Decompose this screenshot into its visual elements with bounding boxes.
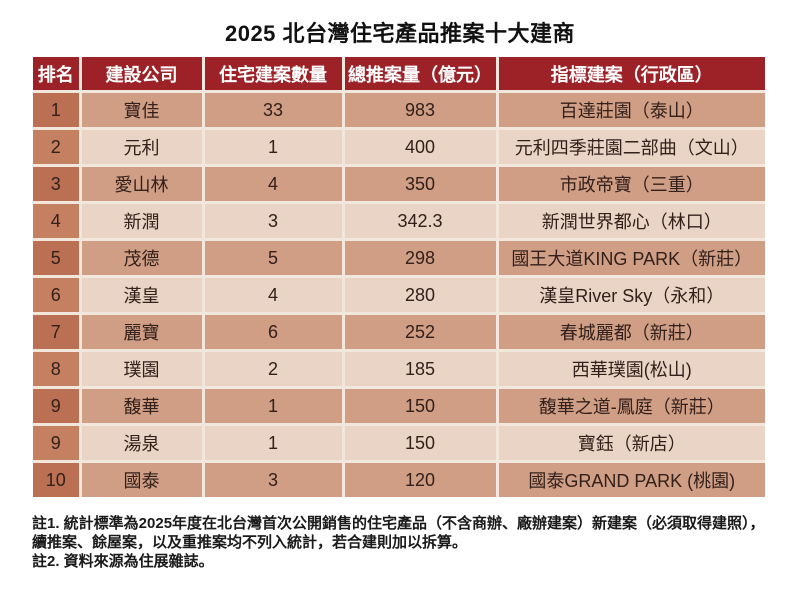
ranking-table: 排名 建設公司 住宅建案數量 總推案量（億元） 指標建案（行政區） 1 寶佳 33 983 百達… — [33, 57, 765, 497]
footnotes: 註1. 統計標準為2025年度在北台灣首次公開銷售的住宅產品（不含商辦、廠辦建案… — [32, 514, 765, 571]
table-row: 9 馥華 1 150 馥華之道-鳳庭（新莊） — [33, 387, 765, 426]
project-count-cell: 1 — [203, 128, 345, 167]
total-amount-cell: 120 — [343, 461, 499, 497]
company-cell: 麗寶 — [80, 313, 205, 352]
total-amount-cell: 400 — [343, 128, 499, 167]
flagship-project-cell: 春城麗都（新莊） — [497, 313, 765, 352]
header-row: 排名 建設公司 住宅建案數量 總推案量（億元） 指標建案（行政區） — [33, 57, 765, 93]
footnote-line: 註2. 資料來源為住展雜誌。 — [32, 553, 214, 570]
table-row: 6 漢皇 4 280 漢皇River Sky（永和） — [33, 276, 765, 315]
company-cell: 新潤 — [80, 202, 205, 241]
table-row: 4 新潤 3 342.3 新潤世界都心（林口） — [33, 202, 765, 241]
flagship-project-cell: 元利四季莊園二部曲（文山） — [497, 128, 765, 167]
project-count-cell: 2 — [203, 350, 345, 389]
company-cell: 國泰 — [80, 461, 205, 497]
project-count-cell: 1 — [203, 424, 345, 463]
flagship-project-cell: 漢皇River Sky（永和） — [497, 276, 765, 315]
rank-cell: 3 — [33, 165, 82, 204]
total-amount-cell: 252 — [343, 313, 499, 352]
project-count-cell: 3 — [203, 461, 345, 497]
flagship-project-cell: 馥華之道-鳳庭（新莊） — [497, 387, 765, 426]
rank-cell: 6 — [33, 276, 82, 315]
flagship-project-cell: 百達莊園（泰山） — [497, 91, 765, 130]
page-title: 2025 北台灣住宅產品推案十大建商 — [224, 21, 576, 46]
project-count-cell: 1 — [203, 387, 345, 426]
footnote-line: 續推案、餘屋案，以及重推案均不列入統計，若合建則加以拆算。 — [32, 534, 468, 551]
flagship-project-cell: 寶鈺（新店） — [497, 424, 765, 463]
rank-cell: 9 — [33, 387, 82, 426]
table-row: 10 國泰 3 120 國泰GRAND PARK (桃園) — [33, 461, 765, 497]
rank-cell: 5 — [33, 239, 82, 278]
column-header-project-count: 住宅建案數量 — [203, 57, 345, 93]
column-header-rank: 排名 — [33, 57, 82, 93]
project-count-cell: 33 — [203, 91, 345, 130]
column-header-total-amount: 總推案量（億元） — [343, 57, 499, 93]
footnote-line: 註1. 統計標準為2025年度在北台灣首次公開銷售的住宅產品（不含商辦、廠辦建案… — [32, 515, 765, 532]
project-count-cell: 6 — [203, 313, 345, 352]
rank-cell: 7 — [33, 313, 82, 352]
total-amount-cell: 150 — [343, 424, 499, 463]
column-header-flagship-project: 指標建案（行政區） — [497, 57, 765, 93]
project-count-cell: 4 — [203, 165, 345, 204]
table-row: 2 元利 1 400 元利四季莊園二部曲（文山） — [33, 128, 765, 167]
table-row: 1 寶佳 33 983 百達莊園（泰山） — [33, 91, 765, 130]
rank-cell: 8 — [33, 350, 82, 389]
rank-cell: 4 — [33, 202, 82, 241]
company-cell: 漢皇 — [80, 276, 205, 315]
table-row: 9 湯泉 1 150 寶鈺（新店） — [33, 424, 765, 463]
rank-cell: 9 — [33, 424, 82, 463]
total-amount-cell: 983 — [343, 91, 499, 130]
table-row: 7 麗寶 6 252 春城麗都（新莊） — [33, 313, 765, 352]
total-amount-cell: 280 — [343, 276, 499, 315]
company-cell: 茂德 — [80, 239, 205, 278]
table-row: 8 璞園 2 185 西華璞園(松山) — [33, 350, 765, 389]
rank-cell: 1 — [33, 91, 82, 130]
project-count-cell: 4 — [203, 276, 345, 315]
flagship-project-cell: 國王大道KING PARK（新莊） — [497, 239, 765, 278]
rank-cell: 2 — [33, 128, 82, 167]
flagship-project-cell: 西華璞園(松山) — [497, 350, 765, 389]
total-amount-cell: 350 — [343, 165, 499, 204]
total-amount-cell: 342.3 — [343, 202, 499, 241]
company-cell: 寶佳 — [80, 91, 205, 130]
flagship-project-cell: 新潤世界都心（林口） — [497, 202, 765, 241]
project-count-cell: 3 — [203, 202, 345, 241]
company-cell: 湯泉 — [80, 424, 205, 463]
total-amount-cell: 185 — [343, 350, 499, 389]
company-cell: 馥華 — [80, 387, 205, 426]
total-amount-cell: 298 — [343, 239, 499, 278]
total-amount-cell: 150 — [343, 387, 499, 426]
flagship-project-cell: 市政帝寶（三重） — [497, 165, 765, 204]
rank-cell: 10 — [33, 461, 82, 497]
column-header-company: 建設公司 — [80, 57, 205, 93]
company-cell: 璞園 — [80, 350, 205, 389]
company-cell: 元利 — [80, 128, 205, 167]
table-row: 5 茂德 5 298 國王大道KING PARK（新莊） — [33, 239, 765, 278]
table-row: 3 愛山林 4 350 市政帝寶（三重） — [33, 165, 765, 204]
table-body: 1 寶佳 33 983 百達莊園（泰山） 2 元利 1 400 元利四季莊園二部曲（文山） 3 愛山林… — [33, 91, 765, 497]
flagship-project-cell: 國泰GRAND PARK (桃園) — [497, 461, 765, 497]
company-cell: 愛山林 — [80, 165, 205, 204]
project-count-cell: 5 — [203, 239, 345, 278]
